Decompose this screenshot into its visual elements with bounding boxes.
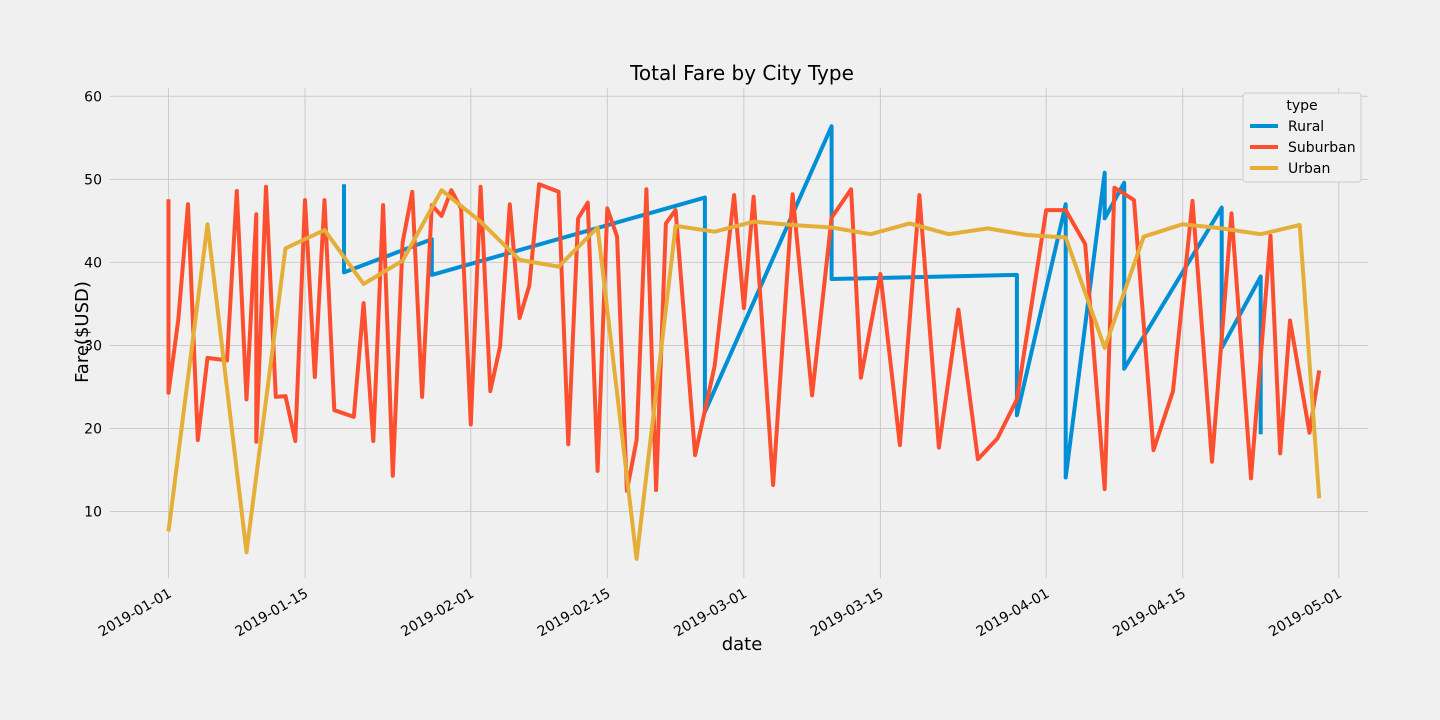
y-tick-label: 10 <box>84 505 102 521</box>
legend-title: type <box>1286 98 1317 114</box>
x-tick-label: 2019-02-15 <box>535 586 613 641</box>
x-tick-label: 2019-01-15 <box>233 586 311 641</box>
x-tick-label: 2019-04-15 <box>1110 586 1188 641</box>
legend-label-urban: Urban <box>1288 161 1330 177</box>
y-tick-label: 50 <box>84 172 102 188</box>
x-axis-label: date <box>722 634 763 655</box>
y-tick-label: 60 <box>84 89 102 105</box>
legend-label-suburban: Suburban <box>1288 140 1356 156</box>
x-tick-labels: 2019-01-01 2019-01-15 2019-02-01 2019-02-15… <box>96 586 1345 641</box>
y-tick-label: 40 <box>84 255 102 271</box>
y-tick-label: 30 <box>84 338 102 354</box>
y-axis-label: Fare($USD) <box>72 281 93 383</box>
x-tick-label: 2019-03-01 <box>671 586 749 641</box>
legend: type Rural Suburban Urban <box>1243 93 1361 182</box>
x-tick-label: 2019-03-15 <box>808 586 886 641</box>
x-tick-label: 2019-05-01 <box>1266 586 1344 641</box>
y-tick-label: 20 <box>84 422 102 438</box>
x-tick-label: 2019-01-01 <box>96 586 174 641</box>
x-tick-label: 2019-02-01 <box>398 586 476 641</box>
x-tick-label: 2019-04-01 <box>974 586 1052 641</box>
legend-label-rural: Rural <box>1288 119 1324 135</box>
chart-title: Total Fare by City Type <box>629 61 854 85</box>
